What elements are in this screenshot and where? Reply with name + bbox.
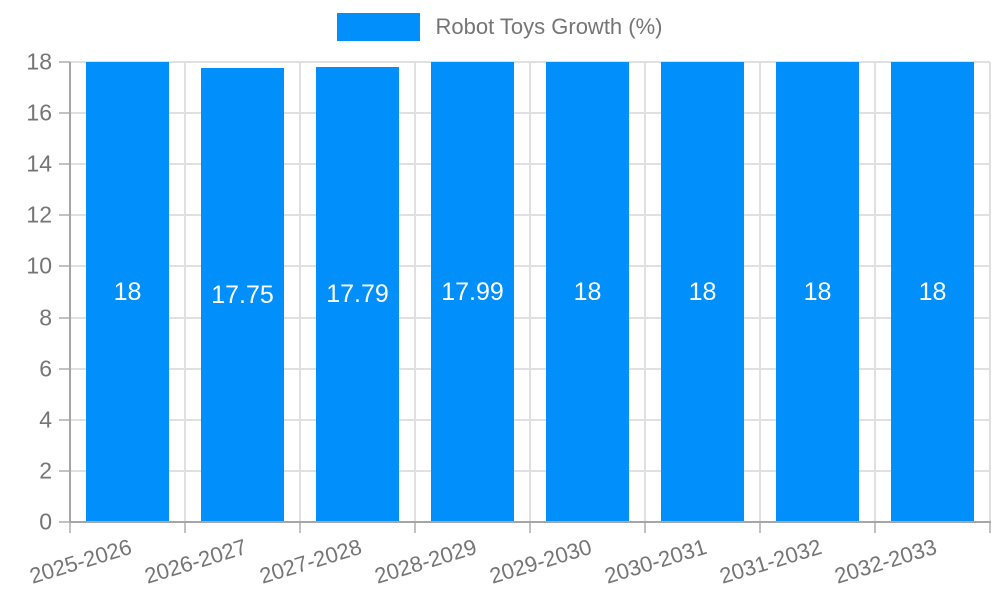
x-tick-label: 2032-2033	[831, 534, 940, 589]
bar-value-label: 17.75	[211, 280, 274, 309]
x-gridline	[414, 62, 416, 522]
x-tick-mark	[989, 522, 991, 533]
bar-2032-2033[interactable]: 18	[891, 62, 974, 522]
y-gridline	[70, 265, 990, 268]
bar-2031-2032[interactable]: 18	[776, 62, 859, 522]
y-axis-line	[69, 62, 71, 522]
y-tick-label: 6	[39, 355, 52, 382]
y-tick-label: 8	[39, 304, 52, 331]
x-tick-label: 2028-2029	[371, 534, 480, 589]
x-gridline	[184, 62, 186, 522]
bar-value-label: 17.99	[441, 277, 504, 306]
bar-2027-2028[interactable]: 17.79	[316, 67, 399, 522]
y-tick-mark	[59, 112, 70, 115]
bar-value-label: 18	[918, 277, 947, 306]
y-gridline	[70, 469, 990, 472]
bar-value-label: 18	[113, 277, 142, 306]
y-tick-label: 18	[26, 48, 52, 75]
x-gridline	[529, 62, 531, 522]
y-tick-mark	[59, 521, 70, 523]
bar-value-label: 17.79	[326, 280, 389, 309]
x-gridline	[759, 62, 761, 522]
bar-2029-2030[interactable]: 18	[546, 62, 629, 522]
y-gridline	[70, 61, 990, 63]
legend-marker-icon	[337, 13, 421, 41]
y-tick-label: 10	[26, 252, 52, 279]
x-gridline	[874, 62, 876, 522]
y-gridline	[70, 214, 990, 217]
x-gridline	[299, 62, 301, 522]
y-gridline	[70, 163, 990, 166]
x-tick-mark	[874, 522, 876, 533]
x-tick-label: 2025-2026	[26, 534, 135, 589]
y-tick-mark	[59, 316, 70, 319]
y-tick-label: 4	[39, 406, 52, 433]
y-tick-label: 2	[39, 457, 52, 484]
y-tick-mark	[59, 367, 70, 370]
y-gridline	[70, 316, 990, 319]
bar-2025-2026[interactable]: 18	[86, 62, 169, 522]
y-tick-mark	[59, 214, 70, 217]
bar-2028-2029[interactable]: 17.99	[431, 62, 514, 522]
y-gridline	[70, 112, 990, 115]
y-tick-mark	[59, 469, 70, 472]
x-tick-mark	[414, 522, 416, 533]
x-tick-label: 2030-2031	[601, 534, 710, 589]
plot-area: 0 2 4 6 8 10 12 14 16 18 18 17.75 17.79 17.99 18 18 18 18…	[26, 49, 991, 589]
y-tick-label: 12	[26, 201, 52, 228]
x-tick-label: 2026-2027	[141, 534, 250, 589]
x-gridline	[989, 62, 991, 522]
bar-2030-2031[interactable]: 18	[661, 62, 744, 522]
x-tick-label: 2027-2028	[256, 534, 365, 589]
x-tick-mark	[184, 522, 186, 533]
y-tick-label: 16	[26, 99, 52, 126]
bar-2026-2027[interactable]: 17.75	[201, 68, 284, 522]
y-tick-mark	[59, 418, 70, 421]
legend-label: Robot Toys Growth (%)	[435, 14, 663, 39]
chart-legend[interactable]: Robot Toys Growth (%)	[0, 13, 1000, 41]
bar-value-label: 18	[803, 277, 832, 306]
x-axis-line	[69, 521, 991, 523]
x-tick-label: 2031-2032	[716, 534, 825, 589]
x-tick-mark	[529, 522, 531, 533]
x-tick-mark	[644, 522, 646, 533]
bar-value-label: 18	[573, 277, 602, 306]
y-gridline	[70, 418, 990, 421]
y-tick-label: 0	[39, 508, 52, 535]
y-gridline	[70, 367, 990, 370]
x-tick-mark	[69, 522, 71, 533]
x-tick-mark	[299, 522, 301, 533]
x-tick-mark	[759, 522, 761, 533]
y-tick-label: 14	[26, 150, 52, 177]
y-tick-mark	[59, 265, 70, 268]
y-tick-mark	[59, 61, 70, 63]
y-tick-mark	[59, 163, 70, 166]
x-tick-label: 2029-2030	[486, 534, 595, 589]
x-gridline	[644, 62, 646, 522]
bar-value-label: 18	[688, 277, 717, 306]
